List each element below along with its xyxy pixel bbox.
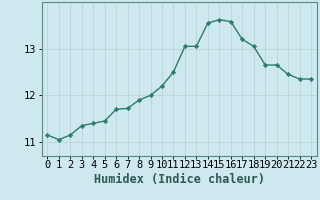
X-axis label: Humidex (Indice chaleur): Humidex (Indice chaleur) (94, 173, 265, 186)
